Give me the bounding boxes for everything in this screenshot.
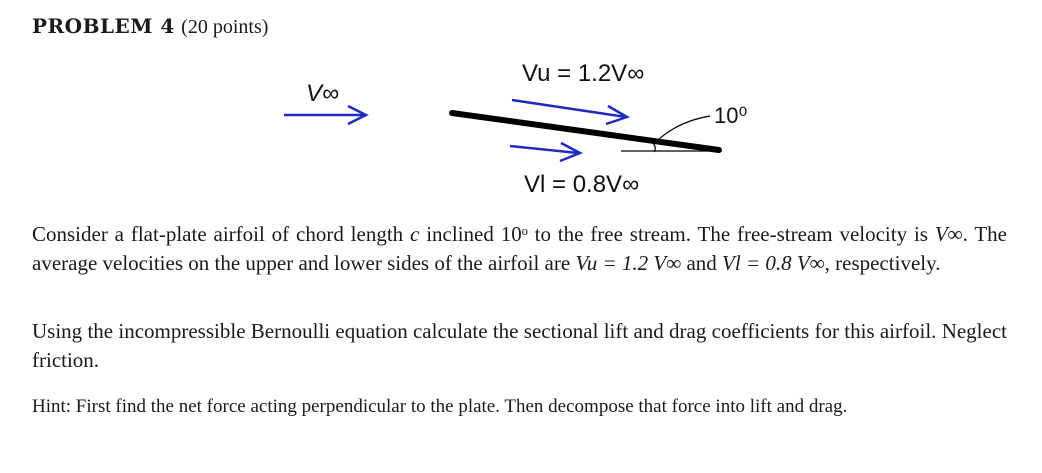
- p1-text-5: , respectively.: [824, 251, 941, 275]
- problem-description: Consider a flat-plate airfoil of chord l…: [32, 220, 1007, 278]
- airfoil-diagram: V∞ Vu = 1.2V∞ 10⁰ Vl = 0.8V∞: [284, 60, 747, 198]
- p1-text-1: Consider a flat-plate airfoil of chord l…: [32, 222, 411, 246]
- upper-velocity-expr: Vu = 1.2 V∞: [575, 251, 682, 275]
- chord-symbol: c: [410, 222, 420, 246]
- freestream-symbol: V∞: [934, 222, 963, 246]
- upper-flow-arrow: [511, 98, 631, 126]
- p1-text-2: inclined 10ᵒ to the free stream. The fre…: [419, 222, 935, 246]
- freestream-velocity-label: V∞: [306, 80, 339, 107]
- lower-velocity-label: Vl = 0.8V∞: [524, 171, 639, 198]
- angle-label: 10⁰: [714, 103, 747, 128]
- problem-title: PROBLEM 4 (20 points): [32, 14, 268, 39]
- lower-velocity-expr: Vl = 0.8 V∞: [722, 251, 825, 275]
- problem-points: (20 points): [181, 16, 269, 38]
- p1-text-3: . The average velocities on the upper an…: [32, 222, 1007, 275]
- task-instructions: Using the incompressible Bernoulli equat…: [32, 319, 1007, 372]
- freestream-arrow: [284, 104, 369, 126]
- upper-velocity-label: Vu = 1.2V∞: [522, 60, 644, 87]
- hint-text: Hint: First find the net force acting pe…: [32, 396, 848, 417]
- lower-flow-arrow: [509, 141, 583, 163]
- p1-text-4: and: [681, 251, 723, 275]
- angle-leader-line: [653, 115, 711, 145]
- flat-plate-airfoil: [449, 110, 722, 153]
- problem-heading: PROBLEM 4: [32, 14, 175, 38]
- angle-arc: [652, 142, 656, 153]
